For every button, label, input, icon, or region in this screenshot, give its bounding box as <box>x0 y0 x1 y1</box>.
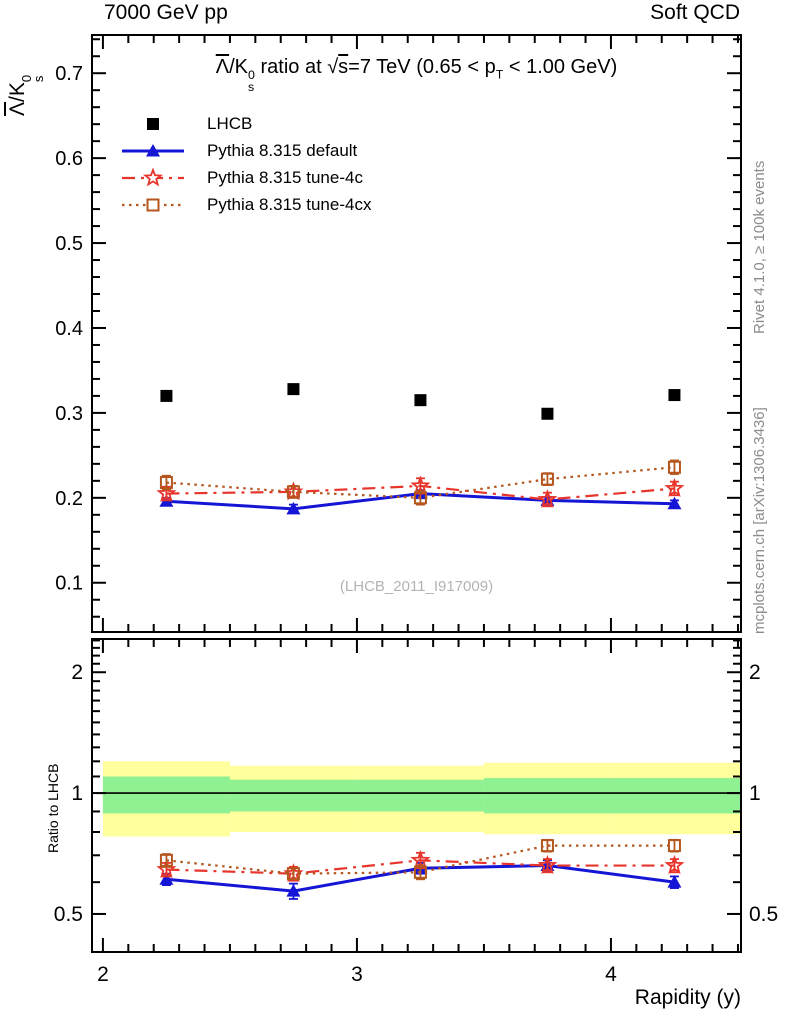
svg-text:0.4: 0.4 <box>55 318 83 340</box>
svg-text:0.6: 0.6 <box>55 148 83 170</box>
legend-label: Pythia 8.315 tune-4c <box>207 167 363 187</box>
svg-text:0.5: 0.5 <box>54 903 83 926</box>
svg-text:1: 1 <box>71 782 83 805</box>
process-group-label: Soft QCD <box>650 1 740 24</box>
mcplots-reference-label: mcplots.cern.ch [arXiv:1306.3436] <box>751 407 768 634</box>
svg-text:0.5: 0.5 <box>55 233 83 255</box>
svg-text:0.3: 0.3 <box>55 403 83 425</box>
analysis-id-watermark: (LHCB_2011_I917009) <box>339 578 494 595</box>
ratio-axis-label: Ratio to LHCB <box>45 763 61 853</box>
legend: LHCB Pythia 8.315 default Pythia 8.315 t… <box>121 110 371 218</box>
y-axis-label: Λ/K 0 s <box>6 74 46 116</box>
legend-item-pythia-tune4cx: Pythia 8.315 tune-4cx <box>121 191 371 218</box>
svg-text:0.1: 0.1 <box>55 573 83 595</box>
svg-text:2: 2 <box>749 661 761 684</box>
rivet-version-label: Rivet 4.1.0, ≥ 100k events <box>751 160 768 334</box>
legend-item-pythia-tune4c: Pythia 8.315 tune-4c <box>121 164 371 191</box>
legend-label: Pythia 8.315 tune-4cx <box>207 194 372 214</box>
legend-label: LHCB <box>207 113 253 133</box>
lhcb-marker-icon <box>147 117 159 130</box>
svg-text:4: 4 <box>605 963 617 986</box>
svg-text:0.5: 0.5 <box>749 903 778 926</box>
svg-text:2: 2 <box>97 963 109 986</box>
beam-info-label: 7000 GeV pp <box>104 1 228 24</box>
svg-text:0.2: 0.2 <box>55 488 83 510</box>
legend-item-lhcb: LHCB <box>121 110 371 137</box>
pythia-tune4cx-marker-icon <box>122 198 184 211</box>
legend-label: Pythia 8.315 default <box>207 140 358 160</box>
svg-text:3: 3 <box>351 963 363 986</box>
pythia-default-marker-icon <box>122 143 184 156</box>
plot-title: Λ/K 0 s ratio at √s=7 TeV (0.65 < pT < 1.0… <box>215 56 618 94</box>
svg-text:2: 2 <box>71 661 83 684</box>
legend-item-pythia-default: Pythia 8.315 default <box>121 137 371 164</box>
svg-text:1: 1 <box>749 782 761 805</box>
pythia-tune4c-marker-icon <box>122 167 184 187</box>
svg-text:0.7: 0.7 <box>55 63 83 85</box>
x-axis-label: Rapidity (y) <box>634 986 741 1009</box>
